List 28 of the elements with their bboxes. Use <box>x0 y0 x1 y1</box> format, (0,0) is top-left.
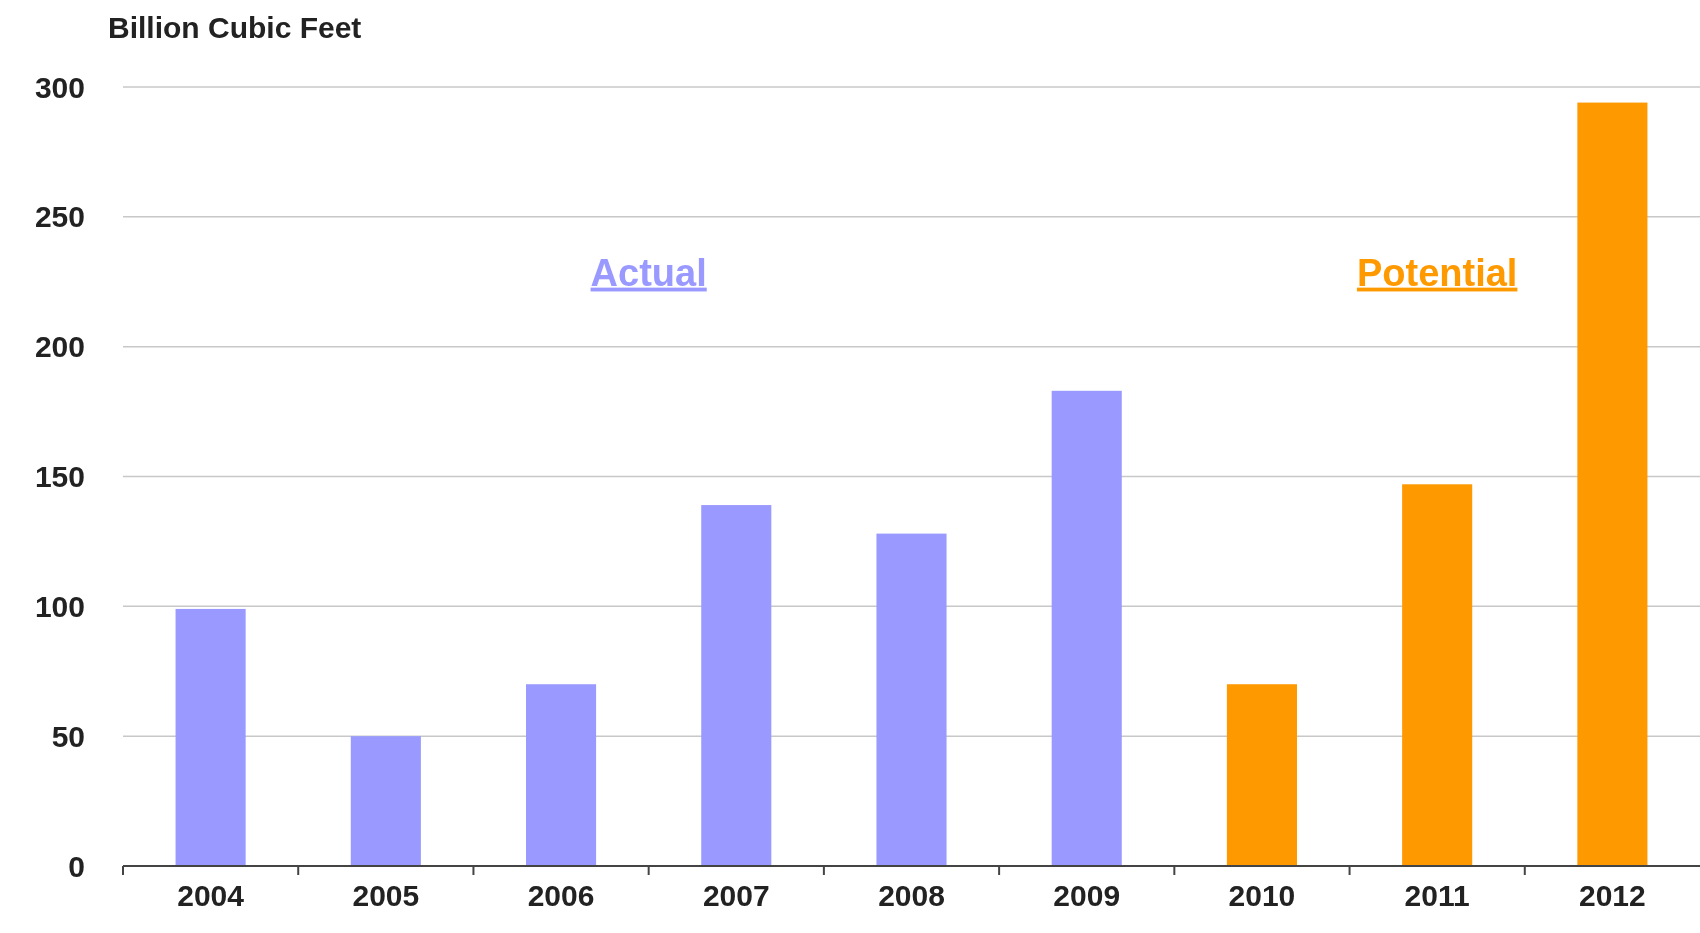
x-tick-label: 2004 <box>177 879 245 912</box>
x-tick-label: 2007 <box>702 879 770 912</box>
y-axis-title: Billion Cubic Feet <box>108 11 362 44</box>
x-tick-label: 2008 <box>878 879 945 912</box>
x-tick-label: 2011 <box>1404 879 1470 912</box>
x-tick-label: 2010 <box>1228 879 1296 912</box>
y-tick-label: 0 <box>68 849 85 883</box>
bar <box>350 736 421 866</box>
x-tick-label: 2009 <box>1053 879 1121 912</box>
x-tick-label: 2012 <box>1579 879 1646 912</box>
bar <box>701 505 772 866</box>
bar <box>1577 102 1648 866</box>
bar <box>175 608 246 866</box>
x-tick-label: 2005 <box>352 879 420 912</box>
bar <box>1402 484 1473 866</box>
y-tick-label: 200 <box>34 330 85 364</box>
text: Actual <box>590 251 707 294</box>
x-tick-label: 2006 <box>527 879 595 912</box>
y-tick-label: 250 <box>34 200 85 234</box>
bar <box>1051 390 1122 866</box>
bar <box>1226 684 1297 866</box>
series-label: Potential <box>1356 251 1518 294</box>
y-tick-label: 150 <box>34 460 85 493</box>
y-tick-label: 100 <box>34 589 85 623</box>
y-tick-label: 50 <box>51 719 85 753</box>
bar <box>526 684 597 866</box>
y-tick-label: 300 <box>34 70 85 104</box>
bar <box>876 533 947 866</box>
